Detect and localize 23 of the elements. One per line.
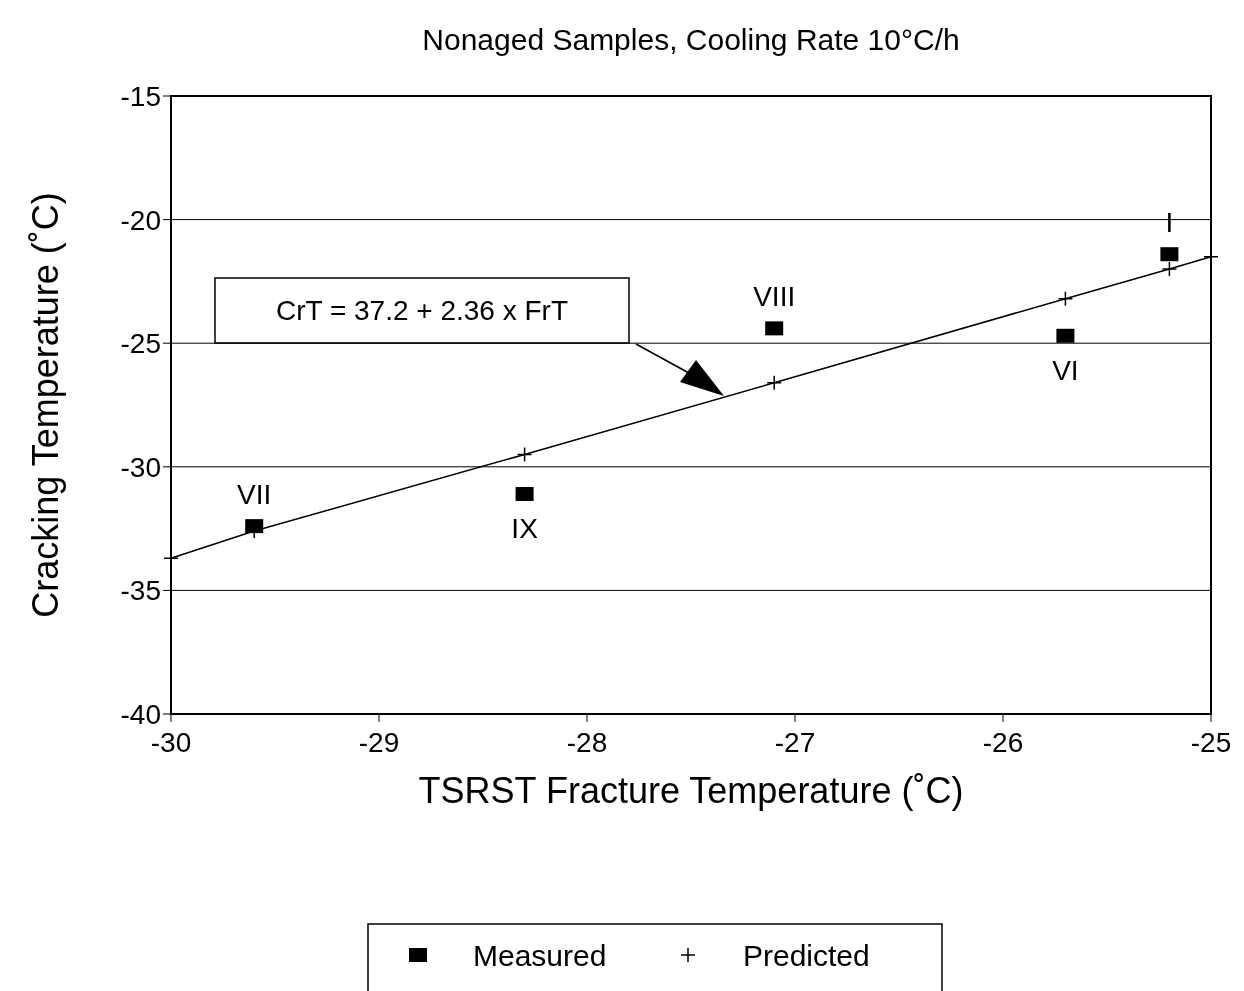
x-tick-label: -25 [1190, 727, 1232, 758]
y-axis-title: Cracking Temperature (˚C) [25, 192, 66, 618]
y-tick-label: -15 [120, 81, 161, 112]
x-tick-label: -30 [150, 727, 192, 758]
y-tick-label: -25 [120, 328, 161, 360]
x-tick-label: -28 [566, 727, 608, 758]
x-tick-label: -29 [358, 727, 400, 758]
legend-label: Predicted [743, 939, 870, 972]
annotation: VI [1052, 354, 1079, 386]
y-tick-label: -20 [120, 204, 161, 236]
y-tick-label: -30 [120, 451, 161, 483]
x-tick-label: -26 [982, 727, 1024, 758]
chart-title: Nonaged Samples, Cooling Rate 10°C/h [422, 23, 960, 56]
annotation: VII [237, 479, 272, 511]
legend-label: Measured [473, 939, 607, 972]
y-tick-label: -40 [120, 699, 161, 730]
x-axis-title: TSRST Fracture Temperature (˚C) [418, 770, 964, 811]
annotation: VIII [753, 281, 796, 313]
y-tick-label: -35 [120, 575, 161, 607]
annotation: IX [511, 512, 539, 544]
annotation: I [1165, 207, 1174, 239]
annotation: CrT = 37.2 + 2.36 x FrT [275, 295, 569, 326]
x-tick-label: -27 [774, 727, 816, 758]
